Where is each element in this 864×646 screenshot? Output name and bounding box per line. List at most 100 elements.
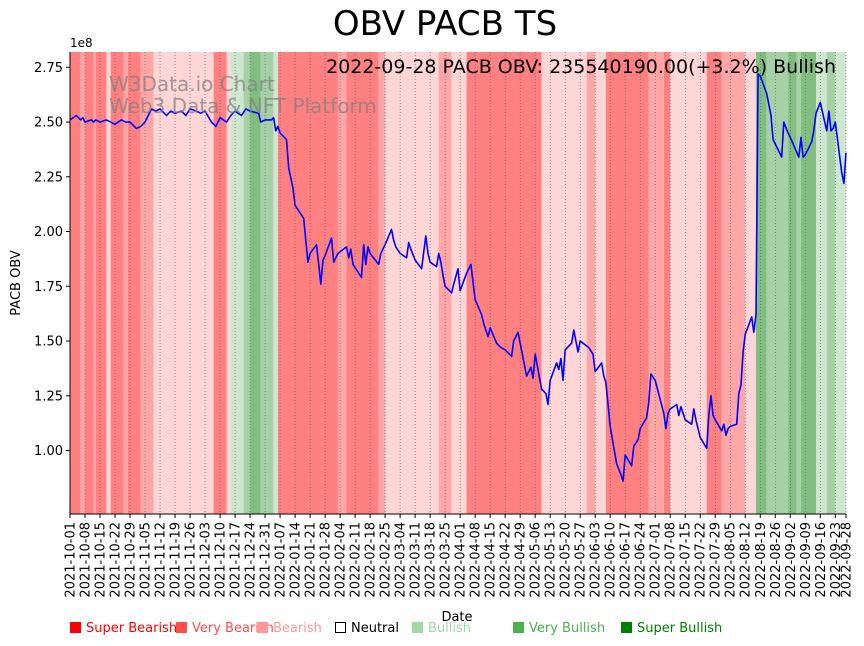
regime-band-bullish xyxy=(835,52,846,514)
legend-item-neutral: Neutral xyxy=(335,621,399,636)
x-axis-label: Date xyxy=(441,610,472,625)
x-tick-label: 2022-07-29 xyxy=(709,522,724,598)
regime-band-very_bearish xyxy=(721,52,746,514)
watermark-line: W3Data.io Chart xyxy=(109,72,275,96)
x-tick-label: 2022-02-18 xyxy=(364,522,379,598)
obv-line xyxy=(69,73,847,482)
regime-band-super_bearish xyxy=(605,52,649,514)
x-tick-label: 2022-06-03 xyxy=(589,522,604,598)
y-tick-label: 2.00 xyxy=(34,225,63,240)
x-tick-label: 2022-09-16 xyxy=(814,522,829,598)
legend-label: Very Bearish xyxy=(192,621,274,636)
x-tick-label: 2022-06-24 xyxy=(634,522,649,598)
x-tick-label: 2022-05-06 xyxy=(529,522,544,598)
regime-band-very_bearish xyxy=(140,52,154,514)
regime-band-bearish xyxy=(595,52,606,514)
regime-band-very_bullish xyxy=(243,52,251,514)
legend-item-super_bullish: Super Bullish xyxy=(621,621,722,636)
legend-swatch xyxy=(257,622,268,633)
x-tick-label: 2021-11-05 xyxy=(139,522,154,598)
regime-band-very_bullish xyxy=(260,52,274,514)
legend-label: Super Bullish xyxy=(637,621,723,636)
regime-band-bullish xyxy=(815,52,827,514)
x-tick-label: 2022-03-25 xyxy=(439,522,454,598)
x-tick-label: 2022-04-15 xyxy=(484,522,499,598)
latest-value-annotation: 2022-09-28 PACB OBV: 235540190.00(+3.2%)… xyxy=(326,56,836,78)
regime-band-super_bearish xyxy=(110,52,124,514)
x-tick-label: 2022-09-09 xyxy=(799,522,814,598)
x-tick-label: 2021-10-22 xyxy=(109,522,124,598)
x-tick-label: 2022-03-18 xyxy=(424,522,439,598)
x-tick-label: 2022-08-19 xyxy=(754,522,769,598)
x-tick-label: 2021-12-17 xyxy=(229,522,244,598)
legend-item-super_bearish: Super Bearish xyxy=(70,621,177,636)
regime-band-super_bearish xyxy=(70,52,81,514)
legend-item-bullish: Bullish xyxy=(412,621,471,636)
x-tick-label: 2022-09-23 xyxy=(829,522,844,598)
legend-label: Very Bullish xyxy=(529,621,606,636)
regime-band-bullish xyxy=(230,52,244,514)
x-tick-label: 2022-09-28 xyxy=(840,522,855,598)
x-tick-label: 2022-07-08 xyxy=(664,522,679,598)
x-tick-label: 2022-01-21 xyxy=(304,522,319,598)
x-tick-label: 2022-07-01 xyxy=(649,522,664,598)
regime-band-super_bearish xyxy=(466,52,542,514)
regime-band-bearish xyxy=(153,52,214,514)
regime-band-bearish xyxy=(226,52,231,514)
x-tick-label: 2022-03-11 xyxy=(409,522,424,598)
y-tick-label: 2.25 xyxy=(34,170,63,185)
x-tick-label: 2022-02-04 xyxy=(334,522,349,598)
regime-band-super_bearish xyxy=(277,52,338,514)
obv-line-layer xyxy=(69,73,847,482)
x-tick-label: 2022-08-12 xyxy=(739,522,754,598)
legend-item-very_bearish: Very Bearish xyxy=(176,621,274,636)
regime-band-super_bearish xyxy=(95,52,107,514)
x-tick-label: 2022-08-26 xyxy=(769,522,784,598)
x-tick-label: 2021-10-15 xyxy=(94,522,109,598)
x-tick-label: 2022-05-13 xyxy=(544,522,559,598)
x-tick-label: 2021-11-12 xyxy=(154,522,169,598)
x-tick-label: 2022-09-02 xyxy=(784,522,799,598)
regime-band-very_bullish xyxy=(796,52,801,514)
regime-band-bearish xyxy=(106,52,111,514)
x-tick-label: 2022-02-11 xyxy=(349,522,364,598)
x-tick-label: 2022-04-29 xyxy=(514,522,529,598)
y-tick-label: 1.75 xyxy=(34,280,63,295)
x-tick-label: 2022-06-10 xyxy=(604,522,619,598)
legend-swatch xyxy=(70,622,81,633)
regime-band-very_bearish xyxy=(648,52,664,514)
regime-band-bearish xyxy=(670,52,707,514)
x-tick-label: 2022-07-22 xyxy=(694,522,709,598)
regime-band-bearish xyxy=(541,52,587,514)
regime-band-bullish xyxy=(273,52,278,514)
x-axis-ticks: 2021-10-01 2021-10-08 2021-10-15 2021-10-22… xyxy=(64,514,855,598)
x-tick-label: 2022-07-15 xyxy=(679,522,694,598)
regime-band-super_bullish xyxy=(755,52,767,514)
x-tick-label: 2022-04-22 xyxy=(499,522,514,598)
y-tick-label: 1.50 xyxy=(34,335,63,350)
y-tick-label: 1.00 xyxy=(34,444,63,459)
x-tick-label: 2022-08-05 xyxy=(724,522,739,598)
y-axis-ticks: 1.00 1.25 1.50 1.75 2.00 2.25 2.50 2.75 xyxy=(34,61,70,459)
regime-band-very_bearish xyxy=(586,52,596,514)
y-axis-label: PACB OBV xyxy=(9,250,24,316)
x-tick-label: 2022-01-28 xyxy=(319,522,334,598)
regime-band-very_bearish xyxy=(337,52,347,514)
regime-band-very_bearish xyxy=(123,52,128,514)
y-tick-label: 1.25 xyxy=(34,389,63,404)
legend-item-very_bullish: Very Bullish xyxy=(513,621,605,636)
x-tick-label: 2021-12-10 xyxy=(214,522,229,598)
legend-item-bearish: Bearish xyxy=(257,621,322,636)
x-tick-label: 2021-10-01 xyxy=(64,522,79,598)
regime-band-very_bearish xyxy=(378,52,386,514)
x-tick-label: 2021-12-24 xyxy=(244,522,259,598)
regime-bands xyxy=(70,52,846,514)
y-tick-label: 2.50 xyxy=(34,116,63,131)
x-tick-label: 2022-04-08 xyxy=(469,522,484,598)
regime-band-very_bullish xyxy=(766,52,789,514)
legend-label: Bullish xyxy=(428,621,472,636)
legend-label: Super Bearish xyxy=(86,621,178,636)
regime-band-super_bullish xyxy=(800,52,816,514)
